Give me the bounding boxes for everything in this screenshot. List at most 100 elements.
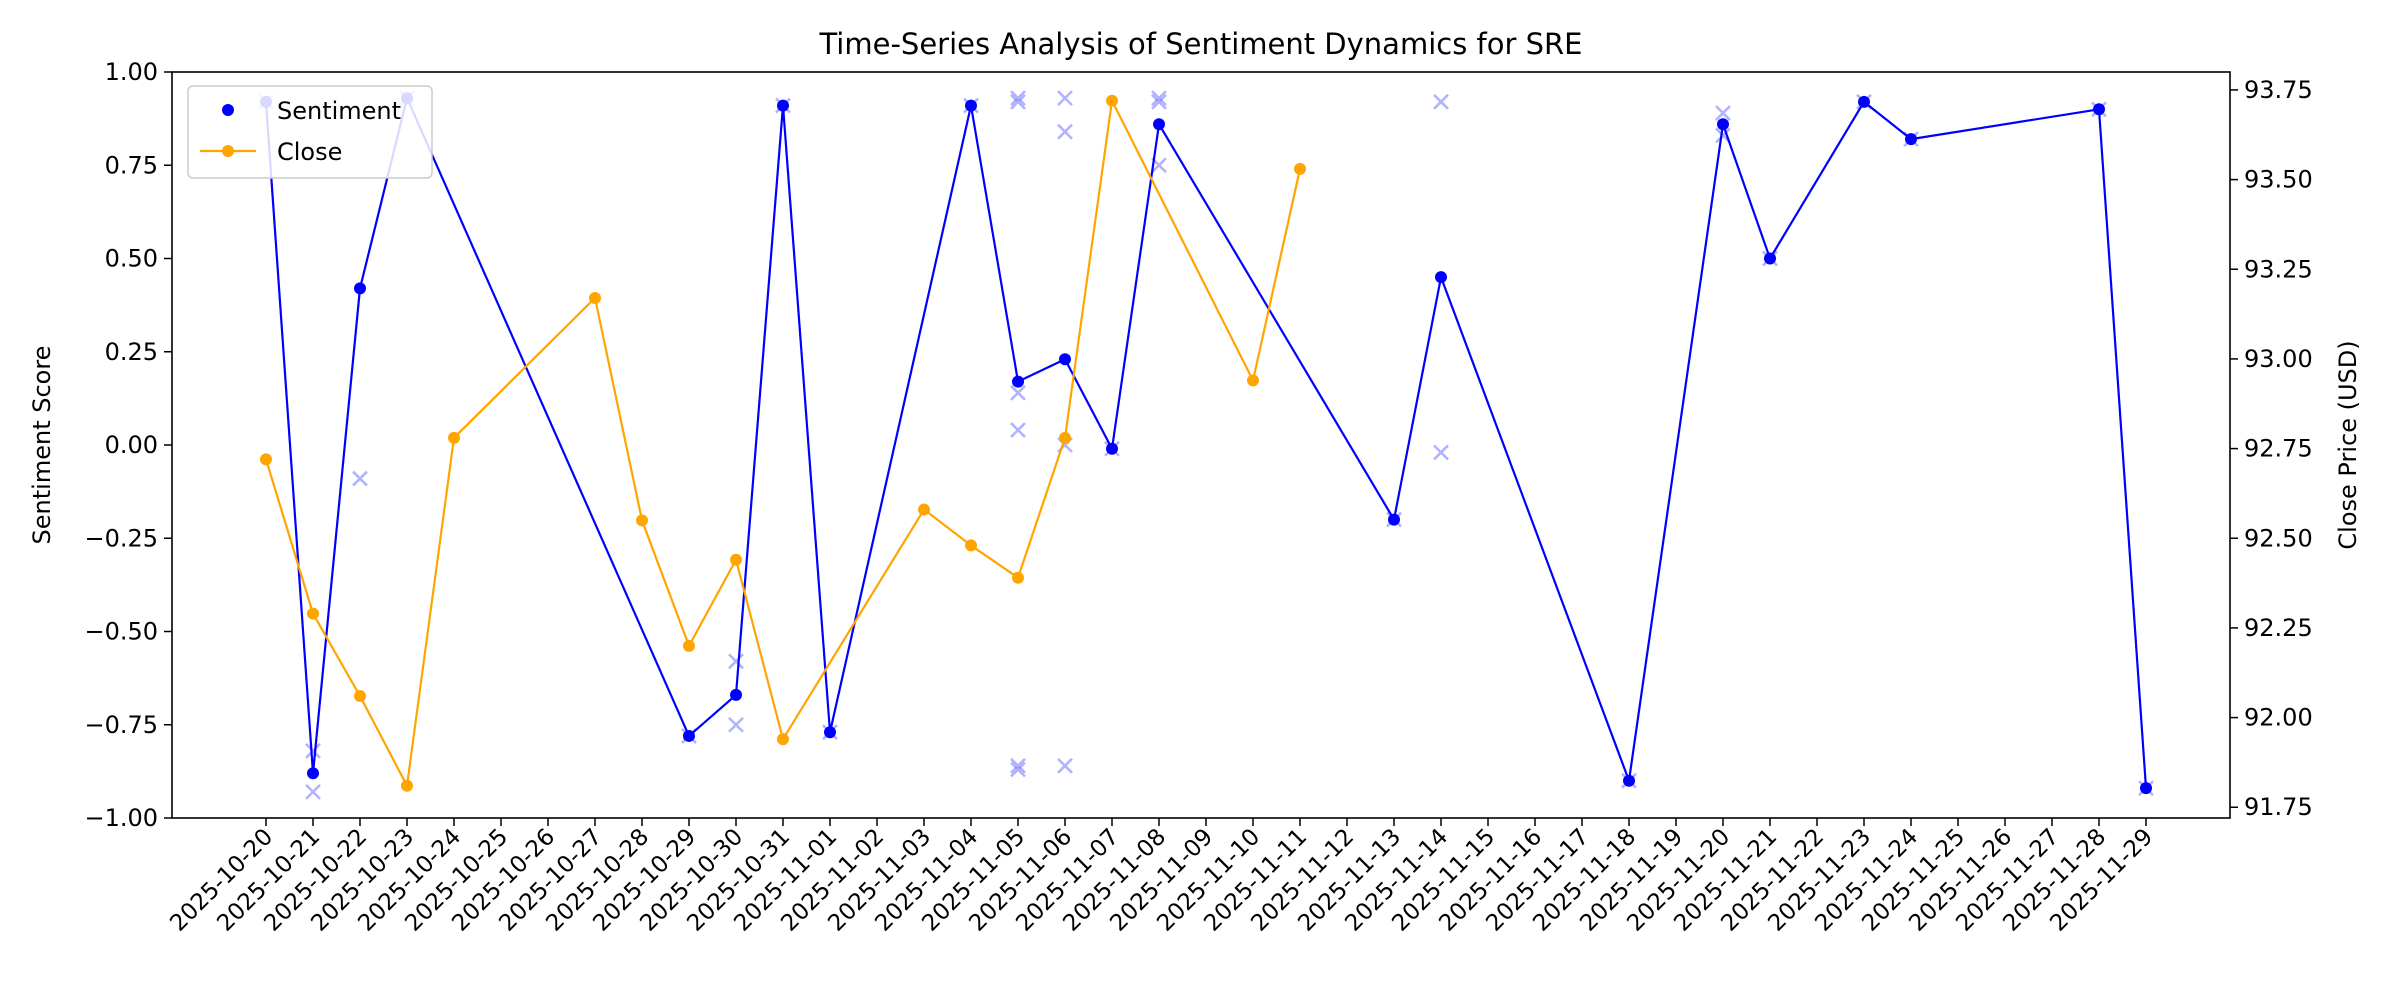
sentiment-point	[1717, 118, 1729, 131]
y-tick-label-right: 93.75	[2244, 76, 2313, 104]
y-axis-label-left: Sentiment Score	[28, 346, 56, 545]
close-point	[1012, 571, 1024, 584]
sentiment-point	[965, 99, 977, 112]
raw-marker-stroke	[728, 653, 744, 670]
raw-sentiment-marker	[305, 742, 321, 759]
y-tick-label-left: −0.50	[84, 618, 158, 646]
sentiment-point	[354, 282, 366, 295]
raw-marker-stroke	[1057, 757, 1073, 774]
raw-marker-stroke	[305, 742, 321, 759]
close-point	[260, 453, 272, 466]
sentiment-point	[1858, 95, 1870, 108]
sentiment-point	[1059, 353, 1071, 366]
y-tick-label-left: 0.00	[105, 431, 158, 459]
close-point	[354, 690, 366, 703]
close-point	[589, 291, 601, 304]
raw-sentiment-marker	[1433, 444, 1449, 461]
y-tick-label-right: 91.75	[2244, 793, 2313, 821]
sentiment-point	[1388, 513, 1400, 526]
legend-sentiment-marker	[222, 104, 234, 116]
raw-marker-stroke	[1151, 93, 1167, 110]
close-point	[448, 431, 460, 444]
close-point	[401, 779, 413, 792]
raw-marker-stroke	[1010, 757, 1026, 774]
raw-sentiment-marker	[1151, 90, 1167, 107]
raw-marker-stroke	[1010, 761, 1026, 778]
plot-frame	[171, 71, 2231, 819]
raw-sentiment-marker	[728, 653, 744, 670]
sentiment-point	[2093, 103, 2105, 116]
y-tick-label-right: 93.25	[2244, 255, 2313, 283]
y-tick-label-left: 0.25	[105, 338, 158, 366]
y-tick-label-left: 1.00	[105, 58, 158, 86]
raw-sentiment-markers	[258, 90, 2154, 800]
raw-marker-stroke	[1715, 105, 1731, 121]
raw-sentiment-marker	[1010, 761, 1026, 778]
sentiment-point	[1905, 133, 1917, 146]
raw-sentiment-marker	[1715, 105, 1731, 121]
raw-sentiment-marker	[1433, 93, 1449, 110]
legend-box	[187, 85, 433, 179]
raw-sentiment-marker	[1010, 422, 1026, 438]
close-point	[636, 514, 648, 527]
y-tick-label-right: 92.25	[2244, 614, 2313, 642]
close-point	[730, 553, 742, 566]
sentiment-point	[1764, 252, 1776, 265]
raw-marker-stroke	[1010, 93, 1026, 110]
close-point	[1059, 431, 1071, 444]
y-tick-label-right: 92.75	[2244, 435, 2313, 463]
raw-marker-stroke	[1010, 90, 1026, 107]
sentiment-point	[1012, 375, 1024, 388]
tick-marks	[164, 71, 2238, 826]
raw-marker-stroke	[1010, 422, 1026, 438]
close-point	[777, 733, 789, 746]
y-tick-label-left: −1.00	[84, 804, 158, 832]
sentiment-point	[824, 726, 836, 739]
close-line	[264, 99, 1302, 787]
sentiment-point	[777, 99, 789, 112]
series-layer	[260, 92, 2152, 795]
raw-marker-stroke	[1715, 127, 1731, 144]
sentiment-point	[2140, 782, 2152, 795]
close-point	[307, 607, 319, 620]
raw-marker-stroke	[1010, 384, 1026, 401]
close-point	[683, 639, 695, 652]
raw-marker-stroke	[1433, 444, 1449, 461]
legend-close-label: Close	[277, 138, 342, 166]
y-tick-label-right: 93.50	[2244, 166, 2313, 194]
close-point	[1294, 162, 1306, 175]
sentiment-point	[730, 688, 742, 701]
legend: Sentiment Close	[187, 85, 433, 179]
legend-sentiment-label: Sentiment	[277, 97, 401, 125]
y-tick-label-right: 92.00	[2244, 704, 2313, 732]
close-point	[1247, 374, 1259, 387]
raw-sentiment-marker	[1151, 93, 1167, 110]
y-tick-label-left: 0.50	[105, 245, 158, 273]
sentiment-line	[264, 97, 2148, 789]
sentiment-point	[1435, 271, 1447, 284]
y-tick-label-left: −0.75	[84, 711, 158, 739]
close-point	[1106, 94, 1118, 107]
raw-marker-stroke	[728, 716, 744, 733]
raw-sentiment-marker	[1010, 757, 1026, 774]
sentiment-point	[1623, 774, 1635, 787]
raw-sentiment-marker	[1010, 93, 1026, 110]
y-tick-label-right: 92.50	[2244, 524, 2313, 552]
legend-close-marker	[222, 145, 234, 157]
raw-sentiment-marker	[1010, 384, 1026, 401]
y-tick-label-left: 0.75	[105, 151, 158, 179]
raw-sentiment-marker	[1057, 90, 1073, 107]
raw-marker-stroke	[1057, 90, 1073, 107]
y-tick-label-left: −0.25	[84, 524, 158, 552]
raw-sentiment-marker	[352, 470, 368, 487]
close-point	[918, 503, 930, 516]
raw-sentiment-marker	[1057, 123, 1073, 140]
sentiment-point	[1106, 442, 1118, 455]
chart-title: Time-Series Analysis of Sentiment Dynami…	[818, 27, 1582, 61]
sentiment-point	[1153, 118, 1165, 131]
raw-sentiment-marker	[305, 783, 321, 800]
raw-sentiment-marker	[1010, 90, 1026, 107]
sentiment-point	[683, 729, 695, 742]
